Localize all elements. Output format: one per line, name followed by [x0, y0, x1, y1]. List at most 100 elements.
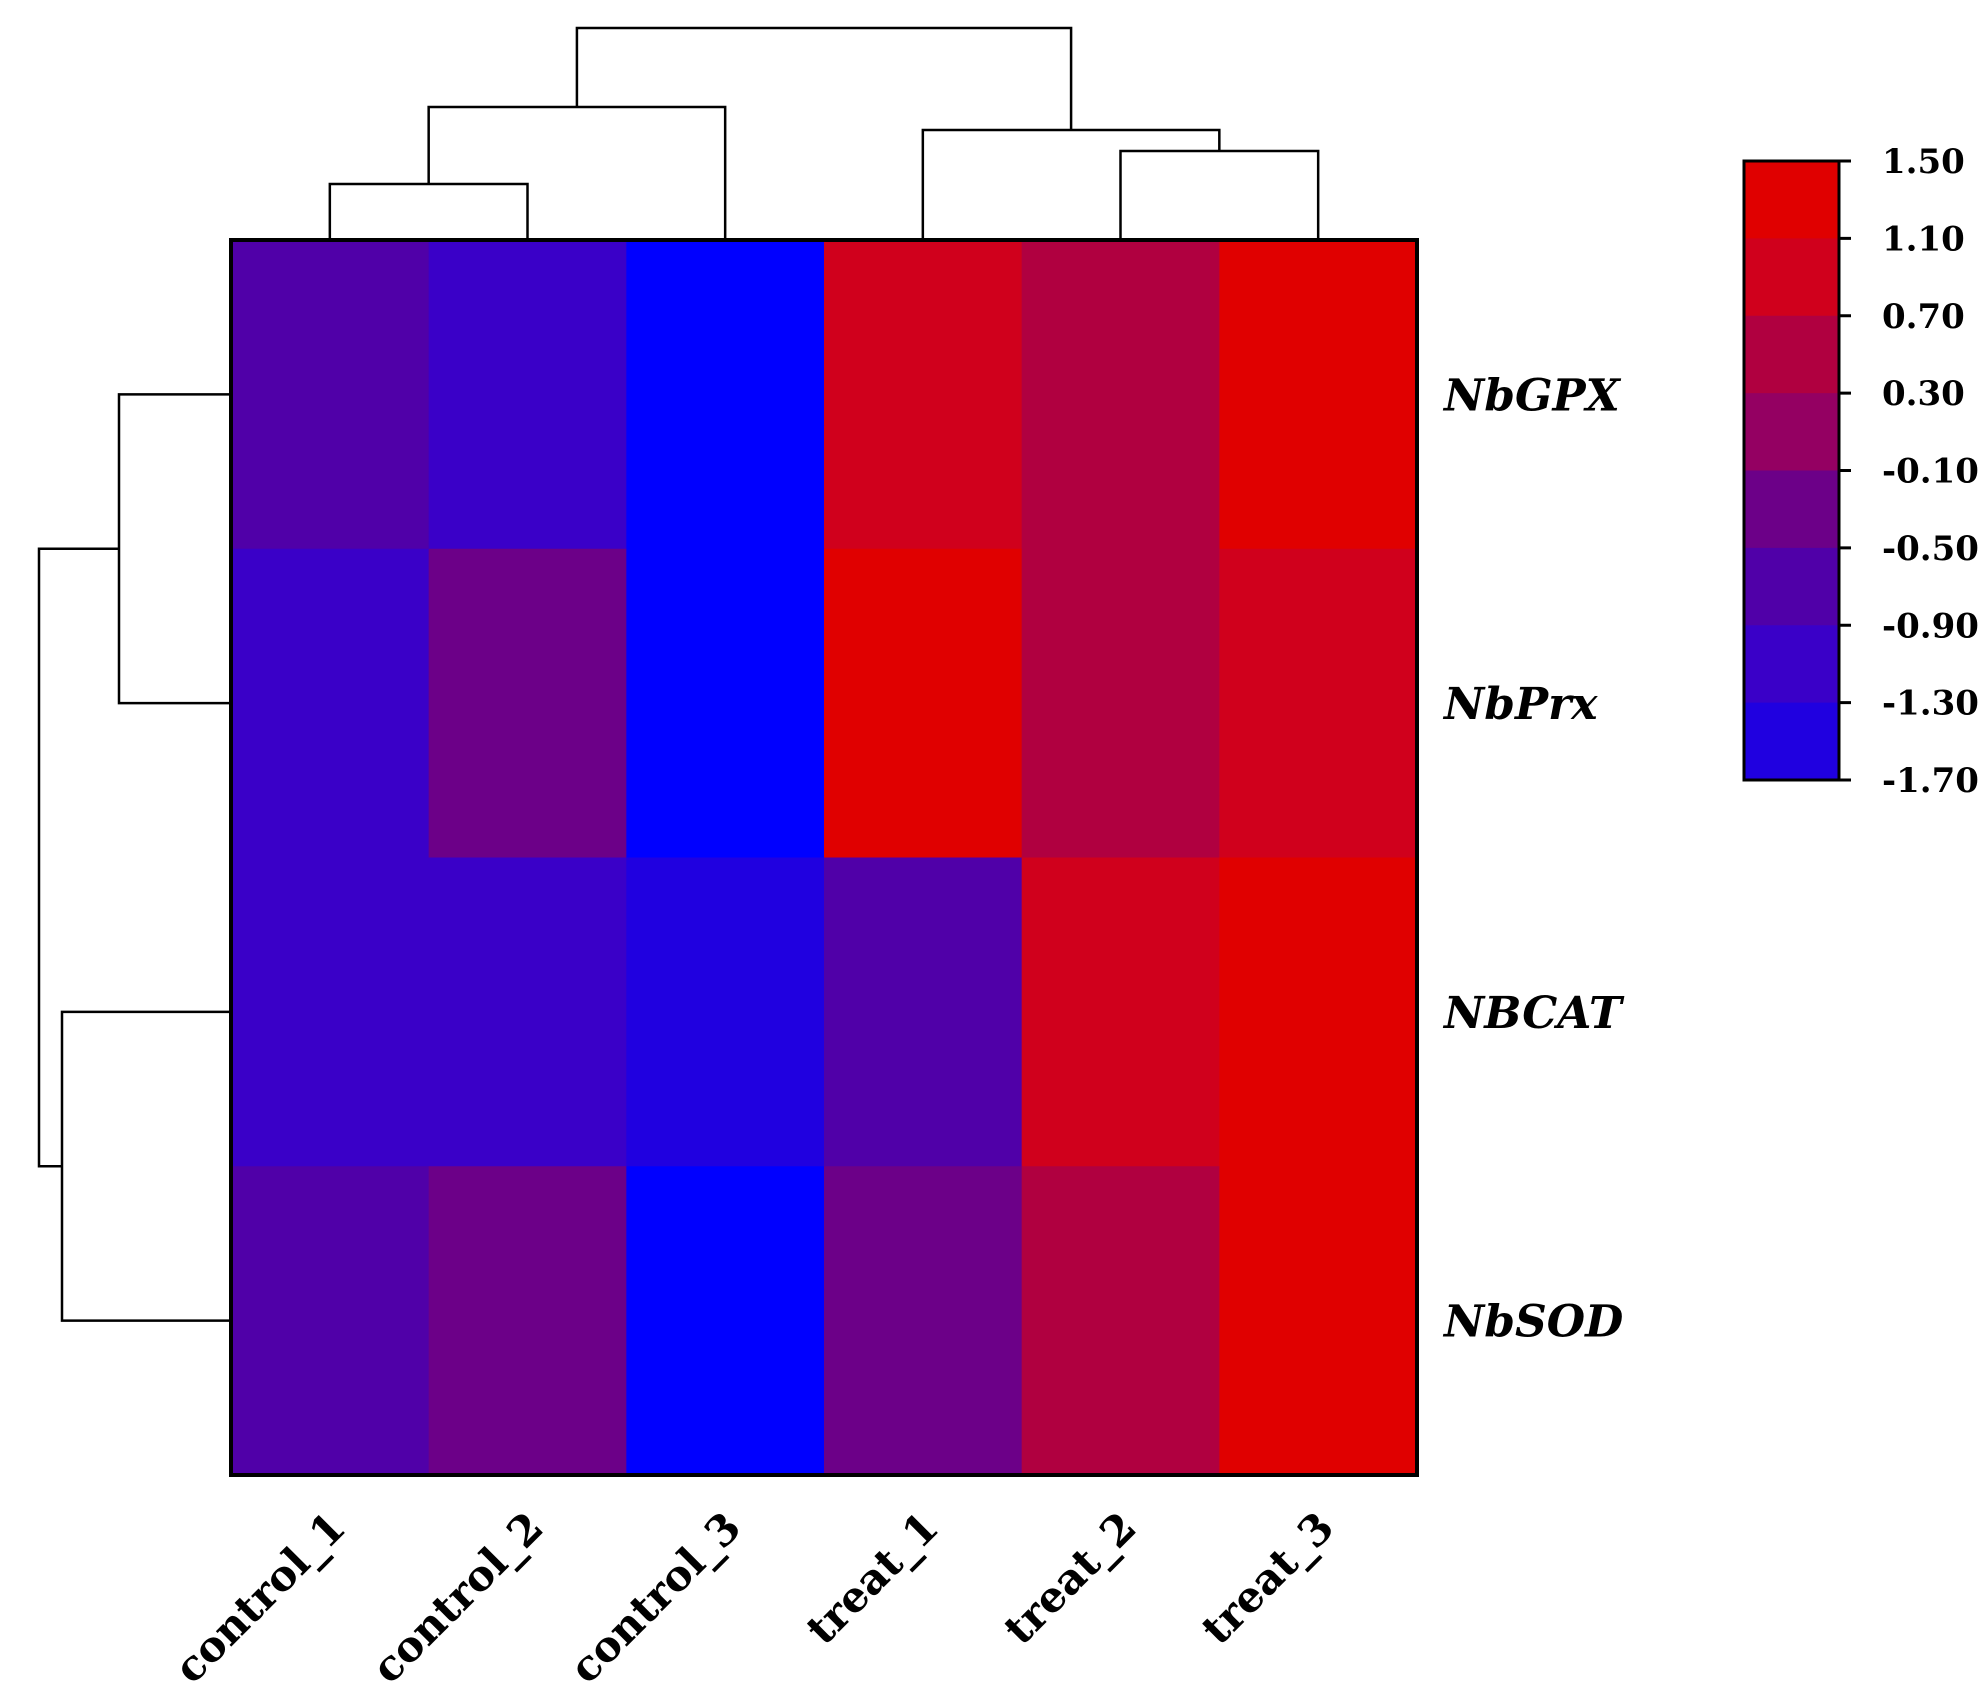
legend-band [1744, 315, 1839, 394]
heatmap-cell [428, 548, 627, 612]
heatmap-cell [1021, 734, 1220, 797]
heatmap-cell [1219, 1351, 1418, 1414]
gene-label-nbcat: NBCAT [1442, 988, 1625, 1039]
heatmap-cell [1219, 672, 1418, 735]
heatmap-cell [1021, 857, 1220, 920]
heatmap-cell [428, 795, 627, 859]
heatmap-cell [1219, 857, 1418, 920]
heatmap-cell [1219, 1104, 1418, 1167]
heatmap-cell [626, 672, 825, 735]
heatmap-cell [428, 1289, 627, 1353]
heatmap-cell [231, 487, 430, 550]
heatmap-cell [231, 240, 430, 303]
heatmap-cell [428, 1166, 627, 1229]
heatmap-cell [824, 1104, 1023, 1167]
legend-band [1744, 547, 1839, 626]
heatmap-cell [231, 857, 430, 920]
heatmap-cell [231, 425, 430, 488]
heatmap-cell [1021, 1289, 1220, 1353]
dendrogram-branch [37, 547, 119, 1168]
heatmap-cell [824, 981, 1023, 1044]
dendrogram-branch [921, 128, 1221, 240]
heatmap-cell [824, 857, 1023, 920]
heatmap-cell [1021, 1166, 1220, 1229]
sample-labels: control_1 control_2 control_3 treat_1 treat_… [165, 1502, 1343, 1692]
heatmap-cell [1021, 1351, 1220, 1414]
heatmap-cell [428, 610, 627, 673]
color-scale-legend: 1.50 1.10 0.70 0.30 -0.10 -0.50 -0.90 -1.30 -1.7… [1742, 142, 1979, 801]
heatmap-cell [1219, 1413, 1418, 1476]
heatmap-cell [428, 734, 627, 797]
heatmap-cell [626, 1104, 825, 1167]
legend-band [1744, 393, 1839, 472]
heatmap-cell [428, 487, 627, 550]
heatmap-cell [626, 425, 825, 488]
dendrogram-branch [427, 105, 727, 240]
heatmap-cell [626, 795, 825, 859]
sample-label-treat-3: treat_3 [1192, 1502, 1343, 1653]
sample-label-treat-1: treat_1 [797, 1502, 948, 1653]
legend-tick-label: -0.10 [1882, 452, 1979, 492]
heatmap-cell [824, 363, 1023, 426]
heatmap-cell [1219, 1228, 1418, 1291]
legend-tick-label: 0.30 [1882, 374, 1965, 414]
heatmap-cell [231, 1413, 430, 1476]
heatmap-cell [824, 734, 1023, 797]
heatmap-cell [428, 301, 627, 365]
heatmap-cell [824, 1228, 1023, 1291]
heatmap-cell [231, 548, 430, 612]
heatmap-cell [824, 548, 1023, 612]
heatmap-cell [626, 363, 825, 426]
heatmap-cell [626, 981, 825, 1044]
heatmap-cell [231, 1289, 430, 1353]
heatmap-cell [231, 363, 430, 426]
heatmap-cell [1219, 981, 1418, 1044]
heatmap-cell [824, 610, 1023, 673]
heatmap-cell [824, 1166, 1023, 1229]
legend-tick-label: -1.70 [1882, 761, 1979, 801]
heatmap-cell [428, 240, 627, 303]
heatmap-cell [626, 1413, 825, 1476]
heatmap-cell [231, 795, 430, 859]
heatmap-cell [231, 301, 430, 365]
heatmap-cell [231, 981, 430, 1044]
heatmap-cell [1219, 487, 1418, 550]
sample-label-control-2: control_2 [362, 1502, 552, 1692]
heatmap-cell [824, 1351, 1023, 1414]
heatmap-cell [824, 1413, 1023, 1476]
heatmap-cell [1219, 1289, 1418, 1353]
gene-label-nbsod: NbSOD [1442, 1297, 1623, 1348]
heatmap-cell [428, 1042, 627, 1106]
heatmap-cell [231, 1104, 430, 1167]
heatmap-cell [428, 363, 627, 426]
legend-tick-label: -0.50 [1882, 529, 1979, 569]
heatmap-cell [231, 672, 430, 735]
heatmap-cell [824, 795, 1023, 859]
heatmap-cell [428, 857, 627, 920]
heatmap-cell [1021, 363, 1220, 426]
heatmap-cell [1021, 795, 1220, 859]
heatmap-cell [824, 1042, 1023, 1106]
heatmap-cell [1021, 1413, 1220, 1476]
legend-band [1744, 161, 1839, 239]
heatmap-cell [231, 734, 430, 797]
heatmap-cell [1219, 1166, 1418, 1229]
legend-band [1744, 702, 1839, 781]
column-dendrogram [328, 26, 1320, 240]
heatmap-cell [1021, 425, 1220, 488]
heatmap-cell [1021, 1104, 1220, 1167]
heatmap-cell [1219, 425, 1418, 488]
gene-labels: NbGPX NbPrx NBCAT NbSOD [1442, 370, 1625, 1347]
dendrogram-branch [328, 182, 529, 240]
heatmap-cell [626, 734, 825, 797]
legend-tick-label: 0.70 [1882, 297, 1965, 337]
legend-tick-label: 1.50 [1882, 142, 1965, 182]
heatmap-cell [824, 425, 1023, 488]
legend-tick-label: -0.90 [1882, 606, 1979, 646]
heatmap-cell [626, 1042, 825, 1106]
row-dendrogram [37, 393, 231, 1322]
heatmap-cell [1219, 240, 1418, 303]
legend-tick-label: 1.10 [1882, 219, 1965, 259]
legend-band [1744, 238, 1839, 317]
